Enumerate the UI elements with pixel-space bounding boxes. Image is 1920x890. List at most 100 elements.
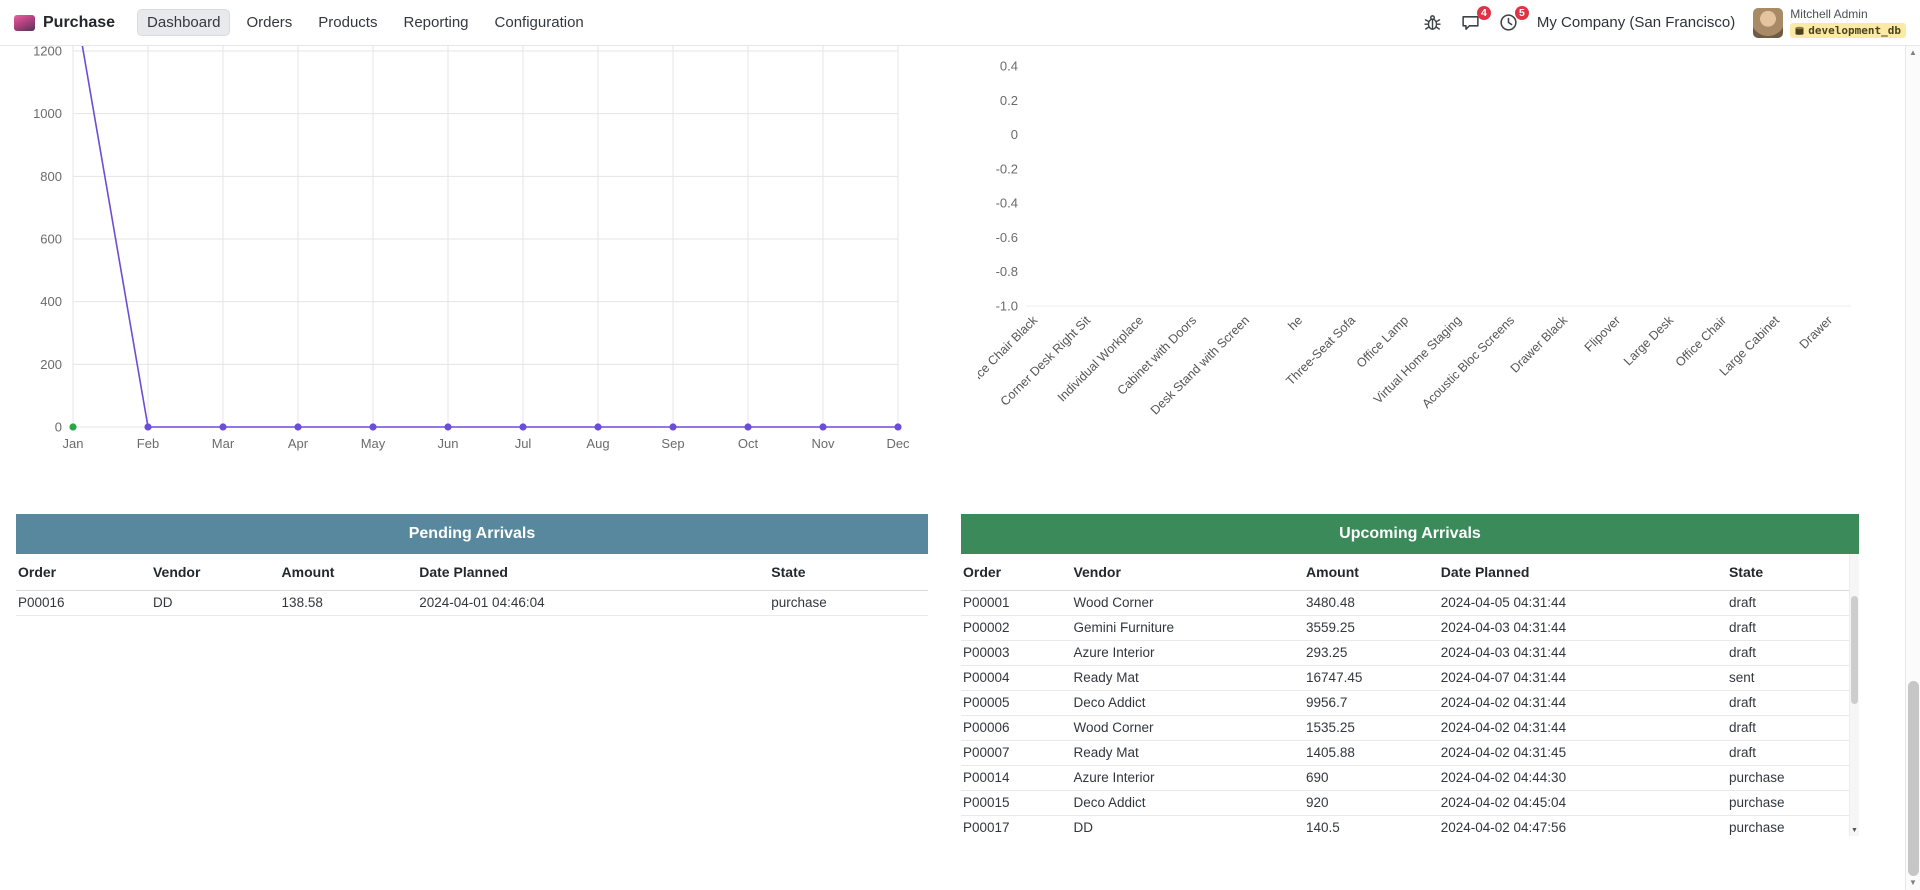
- svg-text:1000: 1000: [33, 106, 62, 121]
- cell: Gemini Furniture: [1071, 615, 1305, 641]
- table-scrollbar[interactable]: ▼: [1849, 554, 1859, 836]
- column-header-date-planned: Date Planned: [1438, 554, 1727, 591]
- company-switcher[interactable]: My Company (San Francisco): [1536, 14, 1736, 31]
- table-row[interactable]: P00017 DD 140.5 2024-04-02 04:47:56 purchase: [961, 815, 1859, 836]
- cell: 2024-04-01 04:46:04: [417, 590, 770, 616]
- table-row[interactable]: P00003 Azure Interior 293.25 2024-04-03 04:…: [961, 640, 1859, 666]
- svg-text:0.2: 0.2: [1000, 93, 1018, 108]
- user-name: Mitchell Admin: [1790, 7, 1868, 21]
- menu-dashboard[interactable]: Dashboard: [137, 9, 231, 36]
- table-row[interactable]: P00004 Ready Mat 16747.45 2024-04-07 04:31:…: [961, 665, 1859, 691]
- cell: 2024-04-02 04:31:45: [1438, 740, 1727, 766]
- svg-text:-0.2: -0.2: [996, 161, 1018, 176]
- page-scrollbar-thumb[interactable]: [1908, 681, 1919, 876]
- app-name[interactable]: Purchase: [43, 13, 116, 31]
- cell: P00006: [961, 715, 1072, 741]
- cell: 2024-04-07 04:31:44: [1438, 665, 1727, 691]
- table-row[interactable]: P00001 Wood Corner 3480.48 2024-04-05 04:31…: [961, 590, 1859, 616]
- upcoming-arrivals-card: Upcoming Arrivals Order Vendor Amount Date …: [961, 514, 1859, 836]
- cell: Azure Interior: [1071, 640, 1305, 666]
- cell: P00005: [961, 690, 1072, 716]
- scroll-down-arrow[interactable]: ▼: [1909, 878, 1917, 887]
- table-row[interactable]: P00002 Gemini Furniture 3559.25 2024-04-03 …: [961, 615, 1859, 641]
- page-scrollbar[interactable]: ▲ ▼: [1905, 46, 1920, 890]
- svg-text:400: 400: [40, 294, 62, 309]
- activities-clock-icon[interactable]: 5: [1499, 5, 1529, 33]
- cell: draft: [1726, 740, 1859, 766]
- svg-text:600: 600: [40, 232, 62, 247]
- cell: P00002: [961, 615, 1072, 641]
- database-name: development_db: [1808, 24, 1901, 37]
- svg-text:Drawer: Drawer: [1797, 313, 1835, 351]
- svg-text:Virtual Home Staging: Virtual Home Staging: [1371, 313, 1464, 406]
- svg-text:Large Desk: Large Desk: [1621, 313, 1677, 369]
- cell: 9956.7: [1304, 690, 1439, 716]
- cell: draft: [1726, 715, 1859, 741]
- cell: 690: [1304, 765, 1439, 791]
- pending-arrivals-table: Order Vendor Amount Date Planned State P0001…: [16, 554, 928, 616]
- cell: purchase: [1726, 790, 1859, 816]
- scroll-up-arrow[interactable]: ▲: [1909, 48, 1917, 57]
- cell: P00001: [961, 590, 1072, 616]
- systray: 4 5 My Company (San Francisco) Mitchell …: [1423, 5, 1906, 38]
- svg-text:-1.0: -1.0: [996, 299, 1018, 314]
- svg-text:Jun: Jun: [438, 436, 459, 451]
- top-nav: Purchase Dashboard Orders Products Repor…: [0, 0, 1920, 46]
- cell: 16747.45: [1304, 665, 1439, 691]
- svg-text:Corner Desk Right Sit: Corner Desk Right Sit: [998, 313, 1094, 409]
- table-row[interactable]: P00006 Wood Corner 1535.25 2024-04-02 04:31…: [961, 715, 1859, 741]
- table-header-row: Order Vendor Amount Date Planned State: [16, 554, 928, 591]
- column-header-amount: Amount: [279, 554, 418, 591]
- column-header-order: Order: [961, 554, 1072, 591]
- cell: 2024-04-02 04:31:44: [1438, 690, 1727, 716]
- cell: 140.5: [1304, 815, 1439, 836]
- menu-reporting[interactable]: Reporting: [403, 14, 469, 31]
- table-row[interactable]: P00005 Deco Addict 9956.7 2024-04-02 04:31:…: [961, 690, 1859, 716]
- upcoming-arrivals-title: Upcoming Arrivals: [961, 514, 1859, 554]
- table-row[interactable]: P00016 DD 138.58 2024-04-01 04:46:04 purchas…: [16, 590, 928, 616]
- app-brand[interactable]: Purchase: [14, 14, 115, 32]
- svg-text:Acoustic Bloc Screens: Acoustic Bloc Screens: [1419, 313, 1517, 411]
- svg-text:Jul: Jul: [515, 436, 532, 451]
- avatar: [1753, 7, 1784, 38]
- database-badge: development_db: [1790, 23, 1906, 38]
- cell: Azure Interior: [1071, 765, 1305, 791]
- svg-text:1200: 1200: [33, 46, 62, 59]
- svg-text:Feb: Feb: [137, 436, 159, 451]
- svg-text:Apr: Apr: [288, 436, 309, 451]
- table-scroll-down-arrow[interactable]: ▼: [1851, 827, 1858, 834]
- table-row[interactable]: P00015 Deco Addict 920 2024-04-02 04:45:04 p…: [961, 790, 1859, 816]
- user-menu[interactable]: Mitchell Admin development_db: [1753, 7, 1906, 38]
- menu-orders[interactable]: Orders: [246, 14, 293, 31]
- apps-menu-icon[interactable]: [14, 14, 35, 31]
- svg-text:0: 0: [1011, 127, 1018, 142]
- cell: purchase: [1726, 765, 1859, 791]
- menu-configuration[interactable]: Configuration: [494, 14, 584, 31]
- menu-products[interactable]: Products: [318, 14, 378, 31]
- svg-text:Flipover: Flipover: [1582, 313, 1623, 354]
- cell: DD: [150, 590, 280, 616]
- table-row[interactable]: P00007 Ready Mat 1405.88 2024-04-02 04:31:4…: [961, 740, 1859, 766]
- cell: P00017: [961, 815, 1072, 836]
- cell: 1405.88: [1304, 740, 1439, 766]
- column-header-date-planned: Date Planned: [417, 554, 770, 591]
- cell: 2024-04-02 04:47:56: [1438, 815, 1727, 836]
- cell: 2024-04-03 04:31:44: [1438, 640, 1727, 666]
- messages-icon[interactable]: 4: [1461, 5, 1491, 33]
- cell: draft: [1726, 690, 1859, 716]
- activities-badge: 5: [1515, 5, 1529, 20]
- svg-text:Mar: Mar: [212, 436, 235, 451]
- svg-text:Oct: Oct: [738, 436, 759, 451]
- svg-text:Desk Stand with Screen: Desk Stand with Screen: [1148, 313, 1252, 417]
- cell: P00016: [16, 590, 151, 616]
- svg-text:800: 800: [40, 169, 62, 184]
- database-icon: [1795, 26, 1804, 35]
- svg-text:-0.6: -0.6: [996, 230, 1018, 245]
- cell: 138.58: [279, 590, 418, 616]
- svg-text:Aug: Aug: [586, 436, 609, 451]
- table-row[interactable]: P00014 Azure Interior 690 2024-04-02 04:44:…: [961, 765, 1859, 791]
- cell: P00004: [961, 665, 1072, 691]
- debug-bug-icon[interactable]: [1423, 13, 1443, 33]
- table-scrollbar-thumb[interactable]: [1851, 596, 1858, 704]
- cell: Ready Mat: [1071, 740, 1305, 766]
